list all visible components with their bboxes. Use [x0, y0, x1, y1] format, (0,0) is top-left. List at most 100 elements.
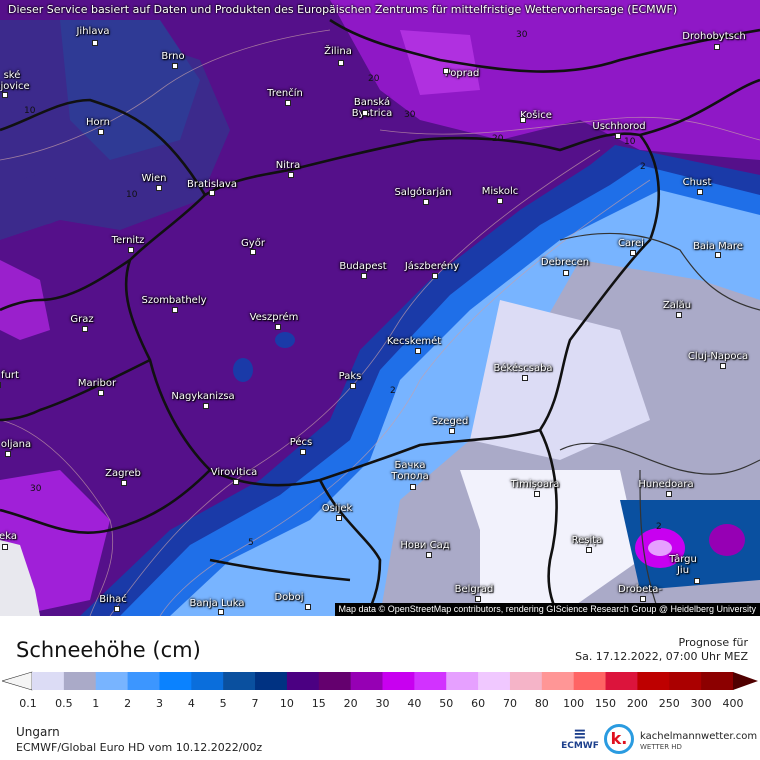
city-marker	[676, 312, 682, 318]
city-marker	[300, 449, 306, 455]
city-label: Békéscsaba	[493, 363, 553, 374]
city-label: Miskolc	[481, 186, 519, 197]
legend-swatch	[605, 672, 638, 690]
legend-tick-label: 0.1	[19, 697, 37, 710]
city-marker	[666, 491, 672, 497]
city-label: Poprad	[444, 68, 480, 79]
city-label: Osijek	[321, 503, 353, 514]
legend-swatch	[573, 672, 607, 690]
city-label: Bihać	[99, 594, 127, 605]
contour-label: 10	[24, 106, 36, 116]
region-borders	[559, 232, 760, 616]
city-marker	[586, 547, 592, 553]
city-label: Doboj	[274, 592, 304, 603]
legend-tick-label: 100	[563, 697, 585, 710]
legend-tick-label: 40	[407, 697, 422, 710]
field-blob-1-core	[648, 540, 672, 556]
city-label: Trenčín	[267, 88, 303, 99]
legend-tick-label: 10	[279, 697, 294, 710]
field-vienna-area	[60, 20, 200, 160]
snow-depth-map[interactable]: Dieser Service basiert auf Daten und Pro…	[0, 0, 760, 616]
city-marker	[172, 307, 178, 313]
legend-swatch	[223, 672, 256, 690]
legend-swatch	[159, 672, 192, 690]
legend-tick-label: 2	[124, 697, 132, 710]
city-label: Nagykanizsa	[171, 391, 235, 402]
city-marker	[640, 596, 646, 602]
city-label: Budapest	[339, 261, 387, 272]
legend-under-arrow	[2, 671, 33, 691]
city-marker	[362, 110, 368, 116]
city-label: eka	[0, 531, 17, 542]
forecast-label: Prognose für	[678, 636, 749, 649]
city-marker	[443, 68, 449, 74]
kachelmann-logo[interactable]: k.	[604, 724, 634, 754]
city-label: furt	[1, 370, 19, 381]
brand-name[interactable]: kachelmannwetter.com	[640, 731, 758, 742]
city-label: Szeged	[431, 416, 469, 427]
legend-swatch	[350, 672, 383, 690]
city-label: Reșița	[571, 535, 603, 546]
city-label: Virovitica	[210, 467, 258, 478]
city-marker	[410, 484, 416, 490]
legend-swatch	[32, 672, 65, 690]
city-label: skéějovice	[0, 70, 30, 92]
city-marker	[156, 185, 162, 191]
city-label: Carei	[618, 238, 644, 249]
legend-swatch	[191, 672, 224, 690]
city-label: Chust	[682, 177, 712, 188]
city-marker	[172, 63, 178, 69]
legend-swatch	[414, 672, 447, 690]
city-label: Kecskemét	[386, 336, 442, 347]
legend-swatch	[701, 672, 734, 690]
city-marker	[5, 451, 11, 457]
city-label: Nitra	[275, 160, 301, 171]
legend-tick-label: 7	[251, 697, 259, 710]
field-adriatic	[0, 540, 40, 616]
city-marker	[423, 199, 429, 205]
city-label: Paks	[338, 371, 362, 382]
legend-tick-label: 3	[155, 697, 163, 710]
city-marker	[0, 382, 1, 388]
legend-tick-label: 400	[722, 697, 744, 710]
legend-swatch	[669, 672, 702, 690]
contour-label: 10	[624, 137, 636, 147]
ecmwf-service-notice: Dieser Service basiert auf Daten und Pro…	[8, 3, 678, 16]
ecmwf-logo: ≡ ECMWF	[560, 726, 600, 752]
contour-label: 10	[126, 190, 138, 200]
ecmwf-logo-text: ECMWF	[561, 741, 599, 751]
field-poprad-bright	[400, 30, 480, 95]
city-marker	[615, 133, 621, 139]
legend-tick-label: 50	[439, 697, 454, 710]
city-marker	[114, 606, 120, 612]
city-label: Maribor	[77, 378, 117, 389]
city-marker	[630, 250, 636, 256]
legend-tick-label: 80	[534, 697, 549, 710]
city-label: Бачка Топола	[391, 460, 429, 482]
field-blob-4	[275, 332, 295, 348]
city-label: Ternitz	[111, 235, 145, 246]
city-marker	[203, 403, 209, 409]
city-label: Cluj-Napoca	[687, 351, 749, 362]
city-marker	[92, 40, 98, 46]
city-label: Pécs	[289, 437, 313, 448]
city-marker	[715, 252, 721, 258]
city-label: Baia Mare	[693, 241, 743, 252]
contour-label: 2	[656, 522, 662, 532]
legend-swatch	[95, 672, 129, 690]
forecast-time: Sa. 17.12.2022, 07:00 Uhr MEZ	[575, 650, 748, 663]
city-marker	[361, 273, 367, 279]
city-label: Graz	[70, 314, 94, 325]
city-marker	[98, 129, 104, 135]
city-label: Târgu Jiu	[669, 554, 697, 576]
city-marker	[82, 326, 88, 332]
city-marker	[426, 552, 432, 558]
city-marker	[233, 479, 239, 485]
map-attribution[interactable]: Map data © OpenStreetMap contributors, r…	[334, 603, 760, 616]
city-label: Jászberény	[404, 261, 460, 272]
legend-swatch	[63, 672, 97, 690]
legend-swatch	[509, 672, 543, 690]
city-marker	[288, 172, 294, 178]
city-marker	[694, 578, 700, 584]
legend-swatch	[286, 672, 320, 690]
